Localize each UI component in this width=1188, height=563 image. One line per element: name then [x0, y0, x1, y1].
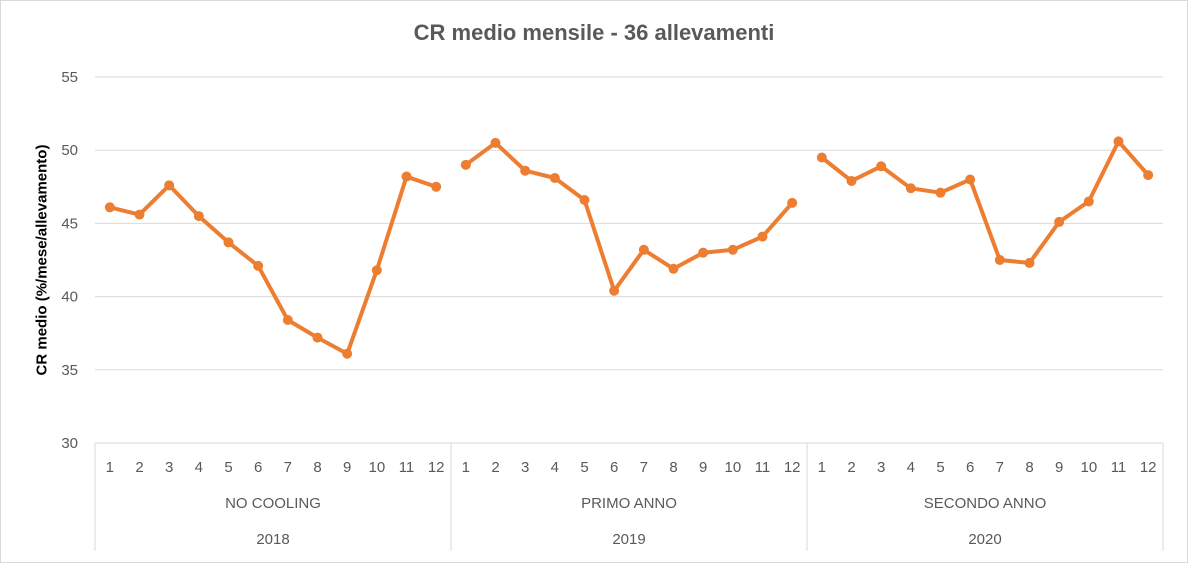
data-point — [104, 202, 115, 213]
group-label: SECONDO ANNO — [924, 495, 1047, 512]
x-tick-label: 4 — [551, 459, 559, 476]
data-point — [312, 332, 323, 343]
x-tick-label: 12 — [784, 459, 801, 476]
x-tick-label: 10 — [1080, 459, 1097, 476]
data-point — [193, 211, 204, 222]
y-tick-label: 40 — [61, 289, 78, 306]
data-point — [1143, 170, 1154, 181]
x-tick-label: 5 — [936, 459, 944, 476]
data-point — [965, 174, 976, 185]
x-tick-label: 4 — [907, 459, 915, 476]
data-point — [668, 263, 679, 274]
x-tick-label: 4 — [195, 459, 203, 476]
x-tick-label: 1 — [818, 459, 826, 476]
x-tick-label: 11 — [755, 459, 771, 476]
data-point — [816, 152, 827, 163]
x-tick-label: 7 — [284, 459, 292, 476]
data-point — [223, 237, 234, 248]
data-point — [876, 161, 887, 172]
chart-title: CR medio mensile - 36 allevamenti — [413, 20, 775, 45]
data-point — [520, 165, 531, 176]
x-tick-label: 9 — [343, 459, 351, 476]
data-point — [727, 244, 738, 255]
series-line — [819, 139, 1151, 265]
data-point — [164, 180, 175, 191]
data-point — [253, 260, 264, 271]
data-point — [460, 159, 471, 170]
x-tick-label: 3 — [877, 459, 885, 476]
data-point — [638, 244, 649, 255]
x-tick-label: 7 — [996, 459, 1004, 476]
x-tick-label: 5 — [224, 459, 232, 476]
x-tick-label: 3 — [165, 459, 173, 476]
series-line — [463, 140, 795, 293]
x-tick-label: 11 — [399, 459, 415, 476]
x-tick-label: 9 — [1055, 459, 1063, 476]
x-tick-label: 10 — [368, 459, 385, 476]
data-point — [579, 194, 590, 205]
y-tick-label: 55 — [61, 69, 78, 86]
data-point — [401, 171, 412, 182]
data-point — [1083, 196, 1094, 207]
data-point — [371, 265, 382, 276]
data-point — [549, 173, 560, 184]
data-point — [431, 181, 442, 192]
x-tick-label: 8 — [313, 459, 321, 476]
data-point — [994, 255, 1005, 265]
x-tick-label: 1 — [106, 459, 114, 476]
x-tick-label: 6 — [254, 459, 262, 476]
data-point — [1054, 216, 1065, 227]
data-point — [134, 209, 145, 220]
group-label: PRIMO ANNO — [581, 495, 677, 512]
data-point — [846, 175, 857, 186]
x-tick-label: 11 — [1111, 459, 1127, 476]
data-point — [787, 197, 798, 208]
data-point — [1024, 257, 1035, 268]
year-label: 2020 — [968, 531, 1001, 548]
x-tick-label: 7 — [640, 459, 648, 476]
data-point — [698, 247, 709, 258]
year-label: 2018 — [256, 531, 289, 548]
data-point — [757, 231, 768, 242]
x-tick-label: 2 — [847, 459, 855, 476]
y-tick-label: 45 — [61, 215, 78, 232]
data-point — [905, 183, 916, 194]
x-tick-label: 6 — [610, 459, 618, 476]
x-tick-label: 12 — [1140, 459, 1157, 476]
x-tick-label: 10 — [724, 459, 741, 476]
x-tick-label: 3 — [521, 459, 529, 476]
x-tick-label: 8 — [1025, 459, 1033, 476]
data-point — [342, 348, 353, 359]
x-tick-label: 2 — [135, 459, 143, 476]
data-point — [935, 187, 946, 198]
x-tick-label: 5 — [580, 459, 588, 476]
x-tick-label: 6 — [966, 459, 974, 476]
y-tick-label: 35 — [61, 362, 78, 379]
y-tick-label: 30 — [61, 435, 78, 452]
x-tick-label: 2 — [491, 459, 499, 476]
data-point — [490, 137, 501, 148]
data-point — [282, 315, 293, 326]
x-tick-label: 8 — [669, 459, 677, 476]
y-tick-label: 50 — [61, 142, 78, 159]
data-point — [609, 285, 620, 296]
series-line — [107, 174, 439, 356]
data-point — [1113, 136, 1124, 147]
x-tick-label: 12 — [428, 459, 445, 476]
group-label: NO COOLING — [225, 495, 321, 512]
x-tick-label: 1 — [462, 459, 470, 476]
year-label: 2019 — [612, 531, 645, 548]
x-tick-label: 9 — [699, 459, 707, 476]
